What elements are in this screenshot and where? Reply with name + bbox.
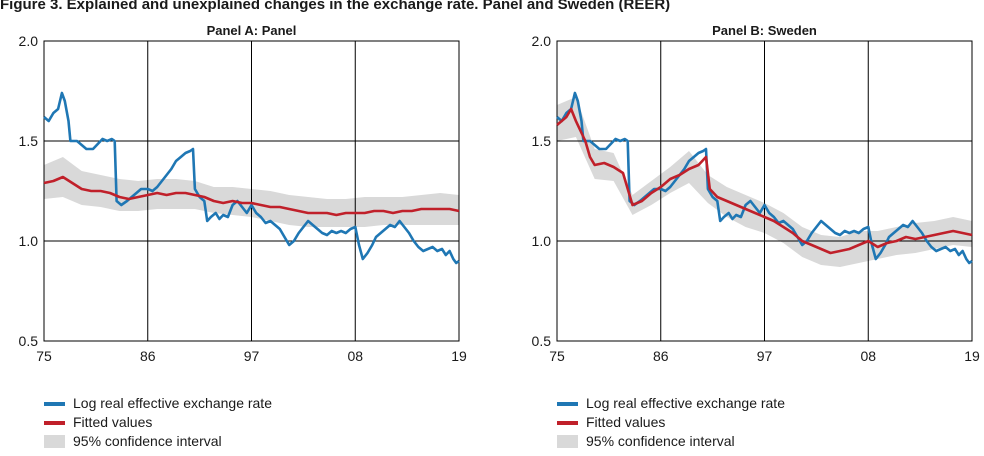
x-tick-label: 08	[347, 348, 363, 364]
series-line-log-reer	[43, 91, 460, 265]
x-tick-label: 19	[964, 348, 980, 364]
legend-swatch-fitted	[557, 420, 578, 425]
panel-a: Panel A: Panel 0.5 1.0 1.5 2.0 75 86 97 08 19	[19, 23, 467, 364]
legend-label-fitted: Fitted values	[73, 414, 153, 430]
legend-swatch-fitted	[44, 420, 65, 425]
y-tick-label: 0.5	[532, 333, 552, 349]
legend-label-fitted: Fitted values	[586, 414, 666, 430]
y-tick-label: 2.0	[19, 33, 39, 49]
x-tick-label: 75	[36, 348, 52, 364]
legend-panel-a: Log real effective exchange rate Fitted …	[44, 394, 272, 451]
x-tick-label: 08	[860, 348, 876, 364]
legend-item-ci: 95% confidence interval	[44, 432, 272, 451]
legend-item-fitted: Fitted values	[44, 413, 272, 432]
legend-label-log-reer: Log real effective exchange rate	[73, 395, 272, 411]
panel-title: Panel B: Sweden	[712, 23, 817, 38]
legend-swatch-actual	[557, 401, 578, 406]
y-tick-label: 1.5	[19, 133, 39, 149]
legend-swatch-ci	[44, 435, 65, 448]
series-line-fitted	[556, 107, 973, 255]
y-tick-label: 1.0	[532, 233, 552, 249]
legend-label-log-reer: Log real effective exchange rate	[586, 395, 785, 411]
series-line-log-reer	[556, 91, 973, 265]
legend-label-ci: 95% confidence interval	[73, 433, 222, 449]
y-tick-label: 1.5	[532, 133, 552, 149]
x-tick-label: 97	[757, 348, 773, 364]
x-tick-label: 75	[549, 348, 565, 364]
legend-swatch-actual	[44, 401, 65, 406]
legend-panel-b: Log real effective exchange rate Fitted …	[557, 394, 785, 451]
legend-item-log-reer: Log real effective exchange rate	[44, 394, 272, 413]
y-tick-label: 1.0	[19, 233, 39, 249]
x-tick-label: 86	[653, 348, 669, 364]
legend-label-ci: 95% confidence interval	[586, 433, 735, 449]
plot-frame	[556, 40, 973, 342]
legend-item-fitted: Fitted values	[557, 413, 785, 432]
panel-b: Panel B: Sweden 0.5 1.0 1.5 2.0 75 86 97 08 19	[532, 23, 980, 364]
panel-title: Panel A: Panel	[207, 23, 297, 38]
legend-item-ci: 95% confidence interval	[557, 432, 785, 451]
x-tick-label: 19	[451, 348, 467, 364]
y-tick-label: 2.0	[532, 33, 552, 49]
x-tick-label: 97	[244, 348, 260, 364]
x-tick-label: 86	[140, 348, 156, 364]
legend-item-log-reer: Log real effective exchange rate	[557, 394, 785, 413]
figure-title: Figure 3. Explained and unexplained chan…	[0, 0, 671, 13]
y-tick-label: 0.5	[19, 333, 39, 349]
legend-swatch-ci	[557, 435, 578, 448]
plot-frame	[43, 40, 460, 342]
series-line-fitted	[43, 175, 460, 217]
